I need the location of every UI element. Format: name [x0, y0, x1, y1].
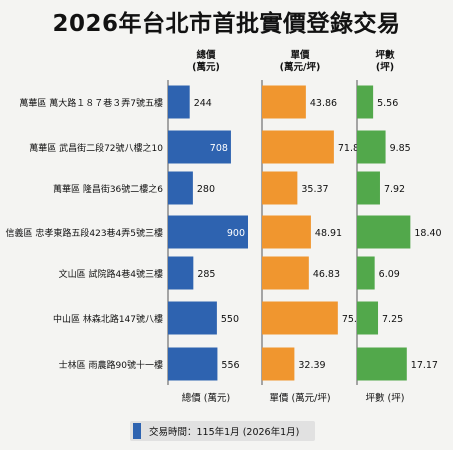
area-value-label: 5.56 [377, 98, 398, 109]
legend-swatch [133, 423, 141, 439]
panel-footer: 單價 (萬元/坪) [269, 392, 330, 404]
area-bar [357, 256, 375, 290]
area-bar [357, 130, 386, 164]
unit_price-bar [262, 85, 306, 119]
total_price-bar [168, 256, 194, 290]
total_price-bar [168, 301, 217, 335]
total_price-bar [168, 215, 248, 249]
total_price-bar [168, 85, 190, 119]
category-label: 中山區 林森北路147號八樓 [53, 313, 163, 325]
category-label: 萬華區 武昌街二段72號八樓之10 [29, 142, 163, 154]
total_price-value-label: 900 [227, 228, 245, 239]
area-bar [357, 301, 379, 335]
panel-header: (萬元) [192, 61, 220, 73]
area-value-label: 18.40 [414, 228, 441, 239]
unit_price-bar [262, 215, 311, 249]
area-value-label: 6.09 [379, 269, 400, 280]
total_price-bar [168, 347, 218, 381]
panel-header: (坪) [376, 61, 394, 73]
unit_price-bar [262, 171, 298, 205]
total_price-value-label: 556 [221, 360, 239, 371]
total_price-bar [168, 171, 193, 205]
area-bar [357, 347, 407, 381]
unit_price-value-label: 35.37 [301, 184, 328, 195]
chart-title: 2026年台北市首批實價登錄交易 [52, 11, 401, 37]
unit_price-value-label: 43.86 [310, 98, 337, 109]
total_price-value-label: 280 [197, 184, 215, 195]
unit_price-value-label: 46.83 [313, 269, 340, 280]
area-value-label: 7.92 [384, 184, 405, 195]
unit_price-value-label: 75.82 [342, 314, 369, 325]
panel-footer: 坪數 (坪) [366, 392, 405, 404]
unit_price-value-label: 48.91 [315, 228, 342, 239]
category-label: 萬華區 萬大路１８７巷３弄7號五樓 [19, 97, 163, 109]
legend: 交易時間：115年1月 (2026年1月) [130, 421, 315, 441]
total_price-bar [168, 130, 231, 164]
total_price-value-label: 550 [221, 314, 239, 325]
area-bar [357, 215, 411, 249]
total_price-value-label: 708 [210, 143, 228, 154]
panel-header: 總價 [196, 49, 216, 61]
panel-header: (萬元/坪) [280, 61, 321, 73]
panel-header: 坪數 [375, 49, 395, 61]
area-value-label: 7.25 [382, 314, 403, 325]
panel-header: 單價 [290, 49, 310, 61]
unit_price-value-label: 71.88 [338, 143, 365, 154]
area-value-label: 17.17 [411, 360, 438, 371]
unit_price-bar [262, 347, 295, 381]
panel-footer: 總價 (萬元) [182, 392, 230, 404]
category-label: 士林區 雨農路90號十一樓 [59, 359, 163, 371]
area-value-label: 9.85 [390, 143, 411, 154]
category-label: 信義區 忠孝東路五段423巷4弄5號三樓 [6, 227, 164, 239]
area-bar [357, 85, 374, 119]
total_price-value-label: 285 [197, 269, 215, 280]
unit_price-bar [262, 256, 309, 290]
category-label: 萬華區 隆昌街36號二樓之6 [53, 183, 163, 195]
total_price-value-label: 244 [194, 98, 212, 109]
unit_price-value-label: 32.39 [298, 360, 325, 371]
area-bar [357, 171, 380, 205]
legend-text: 交易時間：115年1月 (2026年1月) [149, 427, 300, 438]
unit_price-bar [262, 301, 338, 335]
category-label: 文山區 試院路4巷4號三樓 [59, 268, 163, 280]
unit_price-bar [262, 130, 334, 164]
